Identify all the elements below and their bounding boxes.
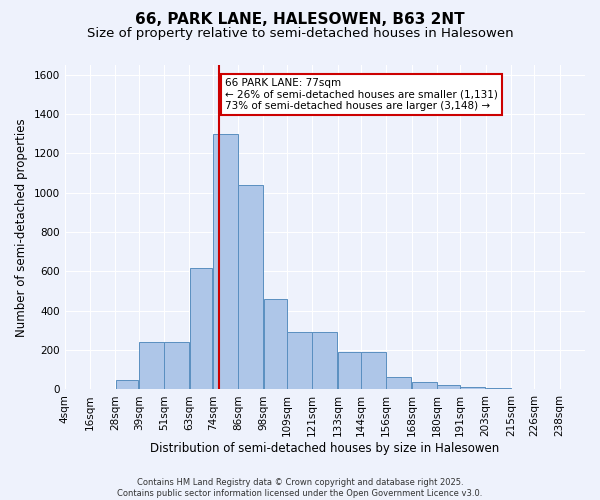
Bar	[164, 342, 189, 390]
Bar	[412, 382, 437, 390]
Bar	[386, 376, 412, 390]
Y-axis label: Number of semi-detached properties: Number of semi-detached properties	[15, 118, 28, 336]
Bar	[313, 332, 337, 390]
Bar	[361, 352, 386, 390]
Text: Size of property relative to semi-detached houses in Halesowen: Size of property relative to semi-detach…	[86, 28, 514, 40]
Text: Contains HM Land Registry data © Crown copyright and database right 2025.
Contai: Contains HM Land Registry data © Crown c…	[118, 478, 482, 498]
Bar	[213, 134, 238, 390]
Bar	[139, 342, 164, 390]
Bar	[460, 386, 485, 390]
Text: 66 PARK LANE: 77sqm
← 26% of semi-detached houses are smaller (1,131)
73% of sem: 66 PARK LANE: 77sqm ← 26% of semi-detach…	[226, 78, 498, 111]
Bar	[264, 299, 287, 390]
Bar	[238, 185, 263, 390]
Bar	[437, 384, 460, 390]
Bar	[338, 352, 361, 390]
Bar	[287, 332, 312, 390]
Bar	[190, 268, 212, 390]
Bar	[486, 388, 511, 390]
Text: 66, PARK LANE, HALESOWEN, B63 2NT: 66, PARK LANE, HALESOWEN, B63 2NT	[135, 12, 465, 28]
Bar	[116, 380, 139, 390]
X-axis label: Distribution of semi-detached houses by size in Halesowen: Distribution of semi-detached houses by …	[150, 442, 499, 455]
